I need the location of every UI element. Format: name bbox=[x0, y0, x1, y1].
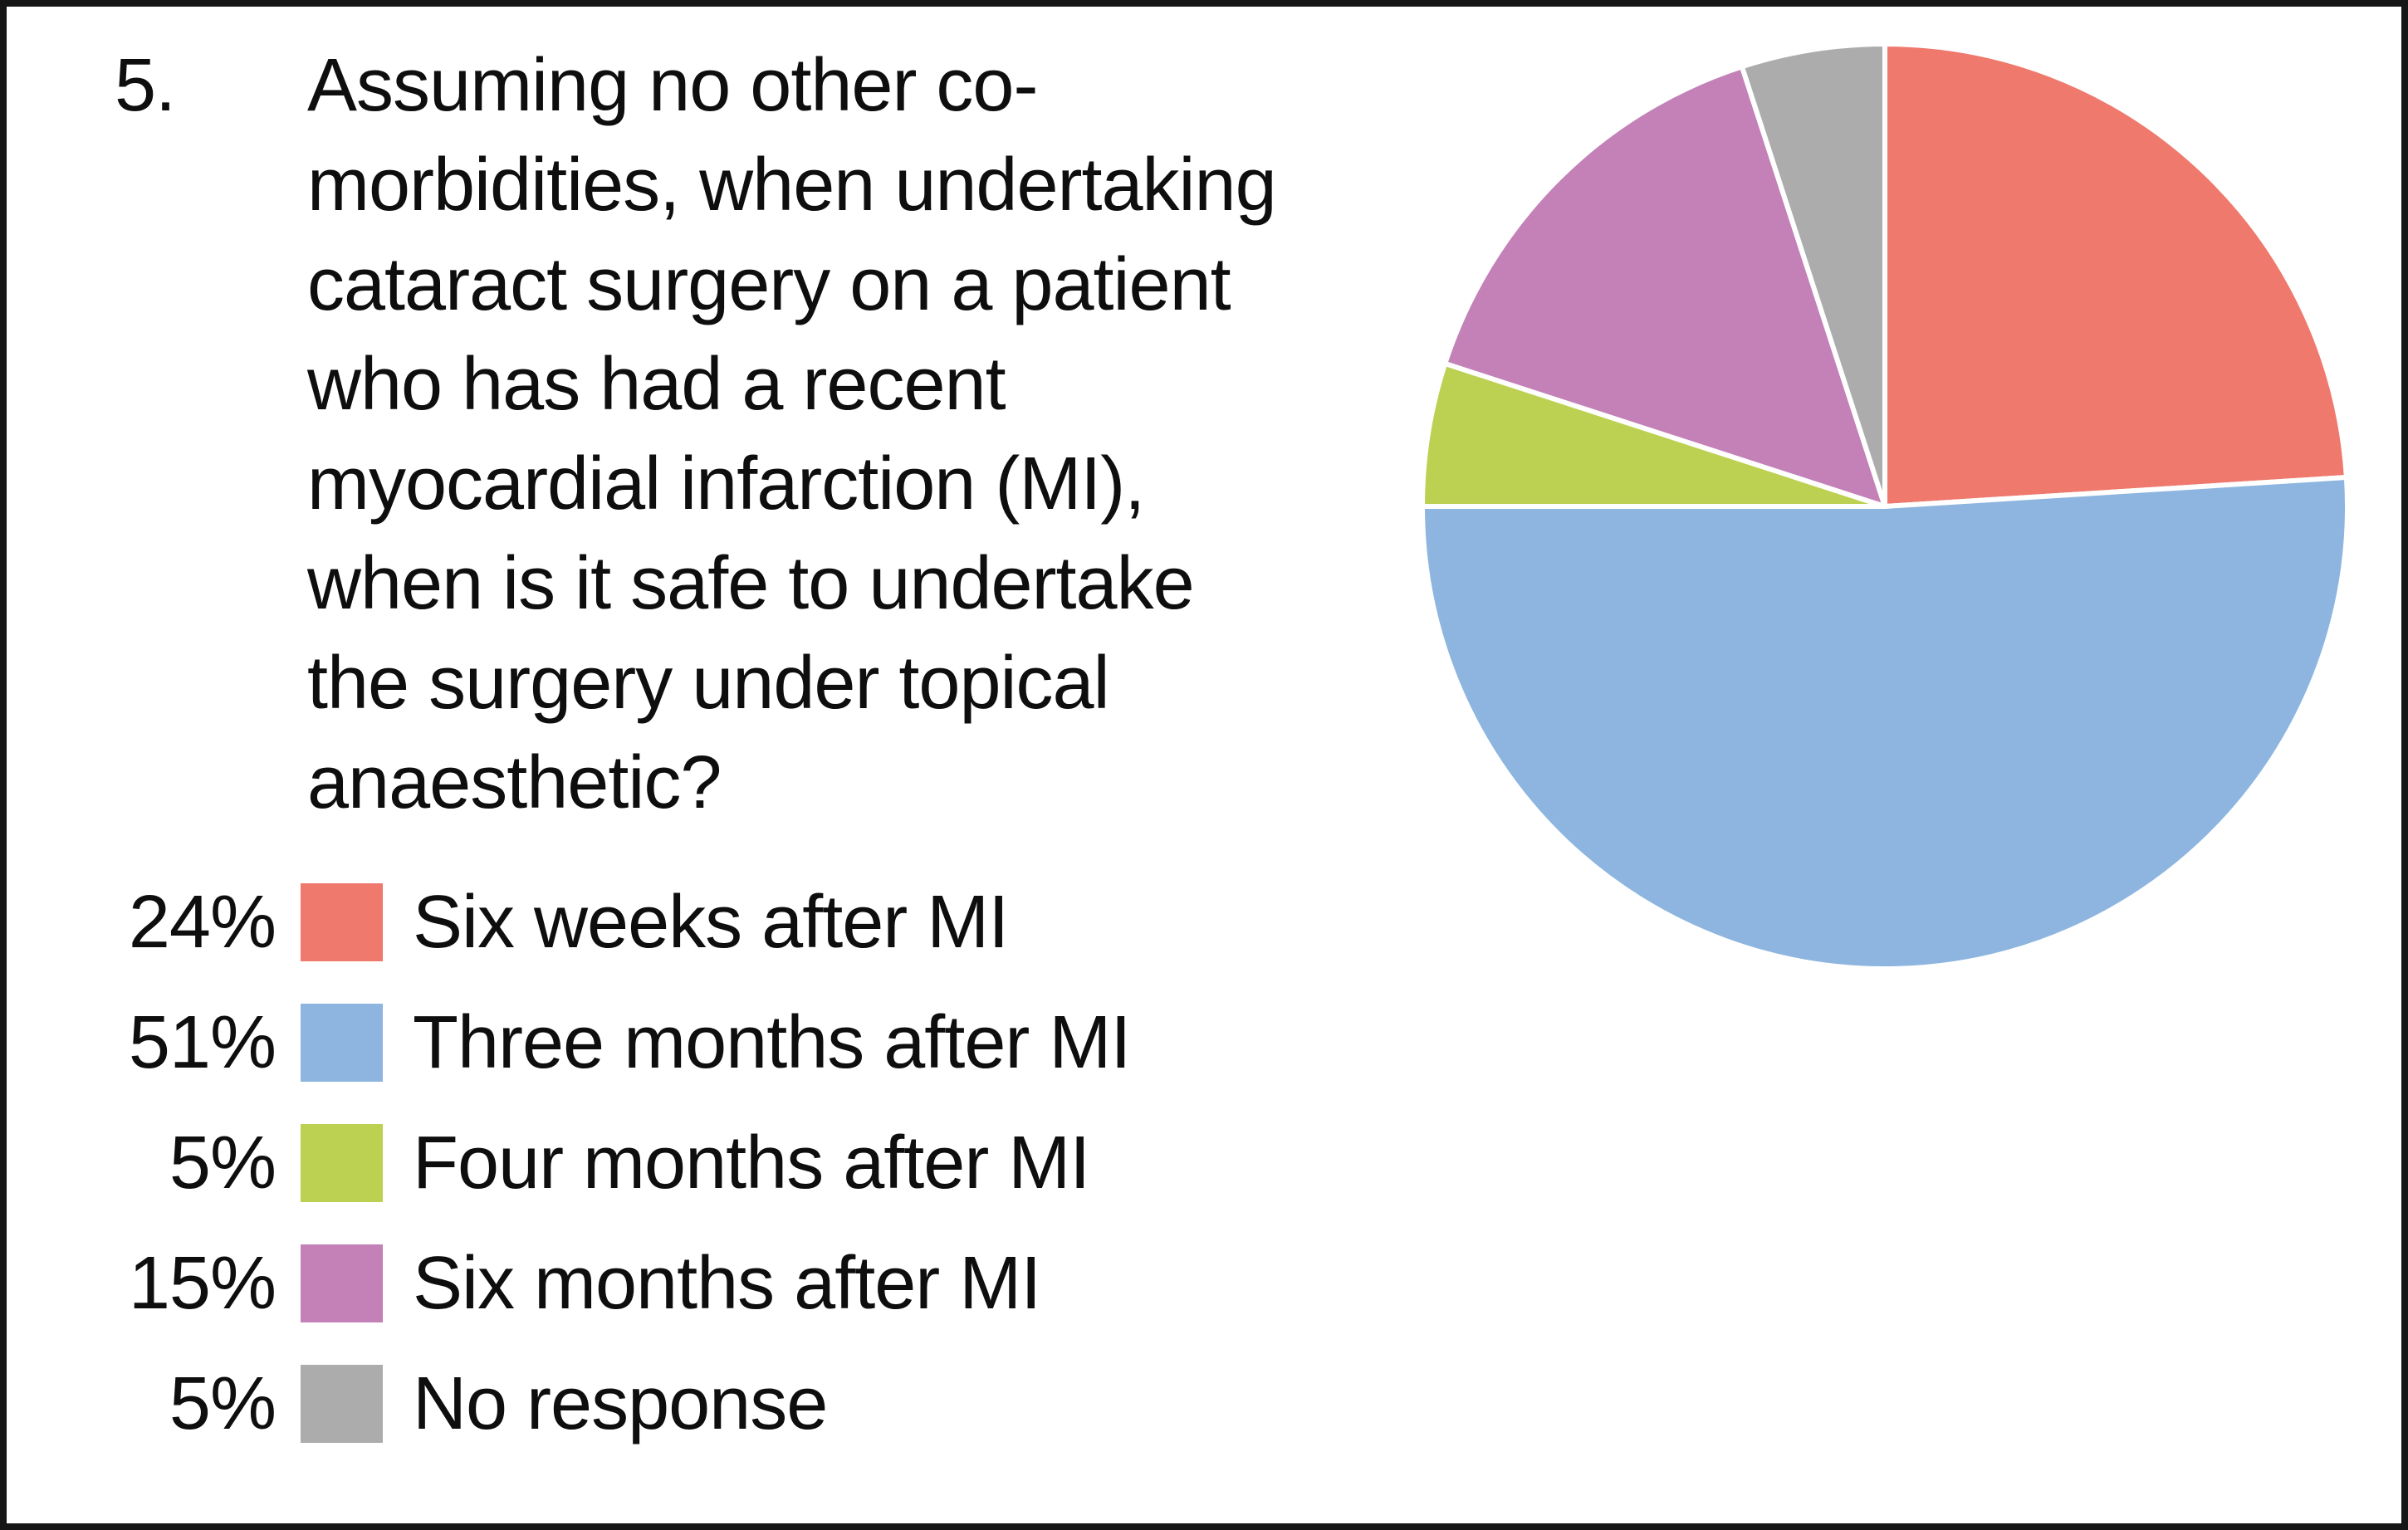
pie-slice bbox=[1420, 475, 2350, 971]
question-text: Assuming no other co- morbidities, when … bbox=[307, 36, 1277, 833]
question-line: anaesthetic? bbox=[307, 741, 722, 824]
pie-slice bbox=[1442, 64, 1887, 509]
color-swatch bbox=[301, 1244, 383, 1322]
color-swatch bbox=[301, 1004, 383, 1082]
legend-row: 5% No response bbox=[100, 1362, 1130, 1445]
legend-label: Six weeks after MI bbox=[413, 880, 1009, 964]
question-line: who has had a recent bbox=[307, 343, 1006, 426]
question-line: myocardial infarction (MI), bbox=[307, 442, 1145, 525]
question-line: the surgery under topical bbox=[307, 642, 1110, 725]
legend-row: 24% Six weeks after MI bbox=[100, 881, 1130, 964]
legend-label: Four months after MI bbox=[413, 1121, 1090, 1205]
legend-row: 5% Four months after MI bbox=[100, 1122, 1130, 1205]
percent-label: 24% bbox=[128, 880, 277, 964]
question-number: 5. bbox=[115, 44, 176, 127]
percent-label: 51% bbox=[128, 1000, 277, 1084]
pie-slice bbox=[1739, 42, 1887, 509]
pie-chart bbox=[1420, 42, 2350, 971]
percent-label: 5% bbox=[169, 1361, 277, 1445]
color-swatch bbox=[301, 1365, 383, 1443]
question-line: Assuming no other co- bbox=[307, 44, 1038, 127]
pie-chart-container bbox=[1407, 29, 2362, 984]
pie-slice bbox=[1882, 42, 2349, 509]
legend-label: No response bbox=[413, 1361, 828, 1445]
legend-row: 51% Three months after MI bbox=[100, 1001, 1131, 1084]
question-line: when is it safe to undertake bbox=[307, 542, 1195, 625]
legend-row: 15% Six months after MI bbox=[100, 1242, 1130, 1325]
question-line: cataract surgery on a patient bbox=[307, 243, 1231, 326]
legend-label: Six months after MI bbox=[413, 1241, 1041, 1325]
color-swatch bbox=[301, 1124, 383, 1202]
percent-label: 5% bbox=[169, 1121, 277, 1205]
color-swatch bbox=[301, 883, 383, 961]
question-line: morbidities, when undertaking bbox=[307, 144, 1277, 227]
legend-label: Three months after MI bbox=[413, 1000, 1131, 1084]
percent-label: 15% bbox=[128, 1241, 277, 1325]
chart-legend: 24% Six weeks after MI 51% Three months … bbox=[100, 881, 1131, 1485]
